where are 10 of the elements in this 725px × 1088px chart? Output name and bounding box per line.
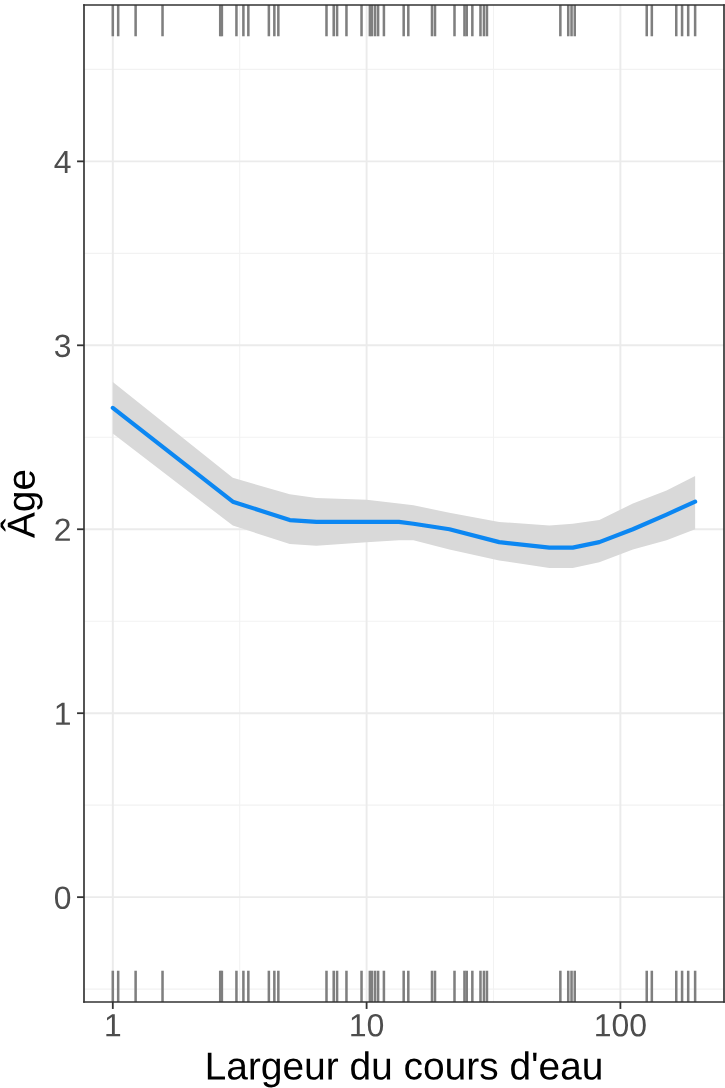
y-axis-title: Âge <box>0 470 43 539</box>
x-axis-title: Largeur du cours d'eau <box>207 1051 601 1088</box>
y-tick-label: 0 <box>54 886 71 910</box>
y-tick-label: 2 <box>55 518 70 541</box>
x-tick-label: 1 <box>106 1014 121 1037</box>
x-tick-label: 10 <box>351 1013 384 1037</box>
y-tick-label: 3 <box>54 334 71 358</box>
x-tick-label: 100 <box>596 1013 646 1037</box>
y-tick-label: 1 <box>56 702 70 725</box>
y-tick-label: 4 <box>54 150 71 173</box>
